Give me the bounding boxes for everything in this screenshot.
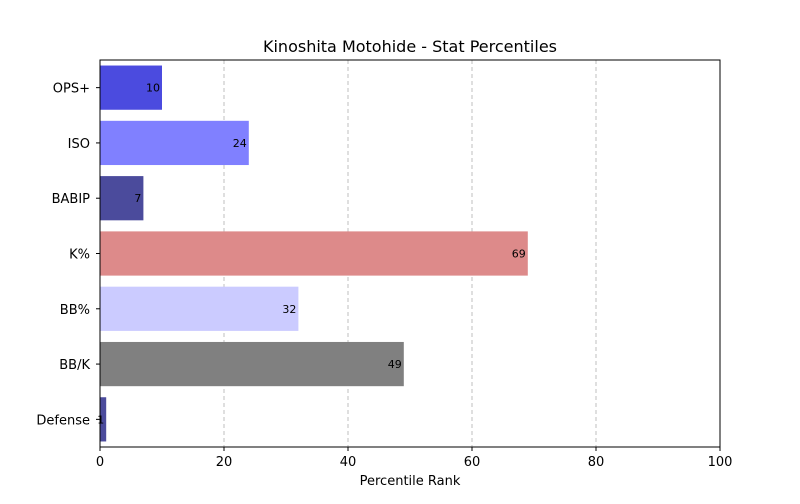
x-tick-label: 80 — [588, 455, 605, 470]
bar-value-label: 24 — [233, 137, 247, 150]
y-tick-label: OPS+ — [53, 82, 90, 97]
x-tick-label: 100 — [708, 455, 733, 470]
bar-defense — [100, 397, 107, 442]
bar-bb — [100, 286, 299, 331]
x-tick-label: 40 — [340, 455, 357, 470]
x-axis: 0 20 40 60 80 100 — [96, 447, 733, 470]
bar-value-label: 10 — [146, 82, 160, 95]
bar-ops — [100, 65, 162, 110]
bar-babip — [100, 176, 144, 221]
bar-value-label: 7 — [134, 192, 141, 205]
data-labels: 10 24 7 69 32 49 1 — [97, 82, 526, 427]
bar-bb-k — [100, 341, 404, 387]
y-tick-label: BABIP — [52, 192, 91, 207]
bar-value-label: 1 — [97, 413, 104, 426]
bar-value-label: 69 — [512, 248, 526, 261]
bars — [100, 65, 528, 442]
y-tick-label: Defense — [36, 413, 90, 428]
x-tick-label: 0 — [96, 455, 104, 470]
y-tick-label: ISO — [68, 137, 90, 152]
y-tick-label: K% — [69, 248, 90, 263]
y-tick-label: BB/K — [59, 358, 90, 373]
x-tick-label: 20 — [216, 455, 233, 470]
bar-value-label: 49 — [388, 358, 402, 371]
y-tick-label: BB% — [60, 303, 90, 318]
chart-title: Kinoshita Motohide - Stat Percentiles — [263, 37, 557, 56]
x-axis-label: Percentile Rank — [360, 474, 461, 489]
bar-value-label: 32 — [282, 303, 296, 316]
bar-k — [100, 231, 528, 276]
bar-iso — [100, 120, 249, 166]
y-axis: OPS+ ISO BABIP K% BB% BB/K Defense — [36, 82, 100, 428]
x-tick-label: 60 — [464, 455, 481, 470]
